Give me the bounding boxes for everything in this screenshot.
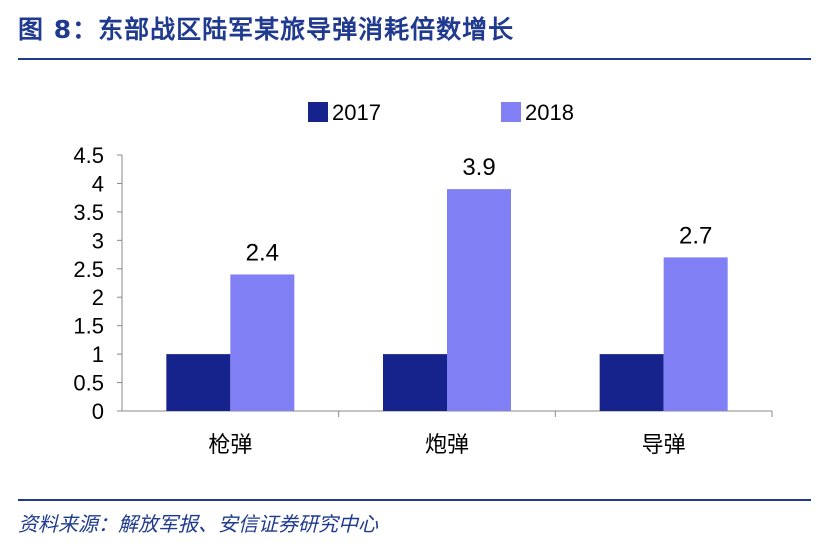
legend-swatch-2018 — [501, 102, 521, 122]
bar-2017-导弹 — [599, 354, 664, 411]
legend-label: 2018 — [525, 100, 574, 125]
y-tick-label: 2.5 — [73, 257, 104, 282]
x-category-label: 枪弹 — [208, 433, 252, 458]
title-rule — [18, 58, 811, 60]
bar-2018-炮弹 — [447, 189, 511, 411]
x-category-label: 炮弹 — [425, 433, 469, 458]
footer-rule — [18, 499, 811, 501]
y-tick-label: 3 — [92, 228, 104, 253]
y-tick-label: 0.5 — [73, 371, 104, 396]
figure-title: 图 8：东部战区陆军某旅导弹消耗倍数增长 — [18, 15, 515, 44]
legend-swatch-2017 — [308, 102, 328, 122]
bar-2018-导弹 — [663, 257, 728, 411]
y-tick-label: 1 — [92, 342, 104, 367]
bar-2018-枪弹 — [230, 274, 295, 411]
y-tick-label: 4 — [92, 171, 104, 196]
y-tick-label: 3.5 — [73, 200, 104, 225]
data-label: 2.4 — [246, 239, 279, 266]
legend-label: 2017 — [332, 100, 381, 125]
y-tick-label: 1.5 — [73, 314, 104, 339]
y-tick-label: 0 — [92, 399, 104, 424]
data-label: 2.7 — [679, 222, 712, 249]
y-tick-label: 4.5 — [73, 143, 104, 168]
bar-2017-枪弹 — [166, 354, 231, 411]
x-category-label: 导弹 — [642, 433, 686, 458]
data-label: 3.9 — [462, 154, 495, 181]
bar-chart: 0 0.5 1 1.5 2 2.5 3 3.5 4 4.5 2.4 枪弹 3.9 炮弹 2.7 导弹 2017 2… — [73, 100, 773, 458]
source-note: 资料来源：解放军报、安信证券研究中心 — [18, 512, 378, 536]
bar-2017-炮弹 — [383, 354, 447, 411]
y-tick-label: 2 — [92, 285, 104, 310]
